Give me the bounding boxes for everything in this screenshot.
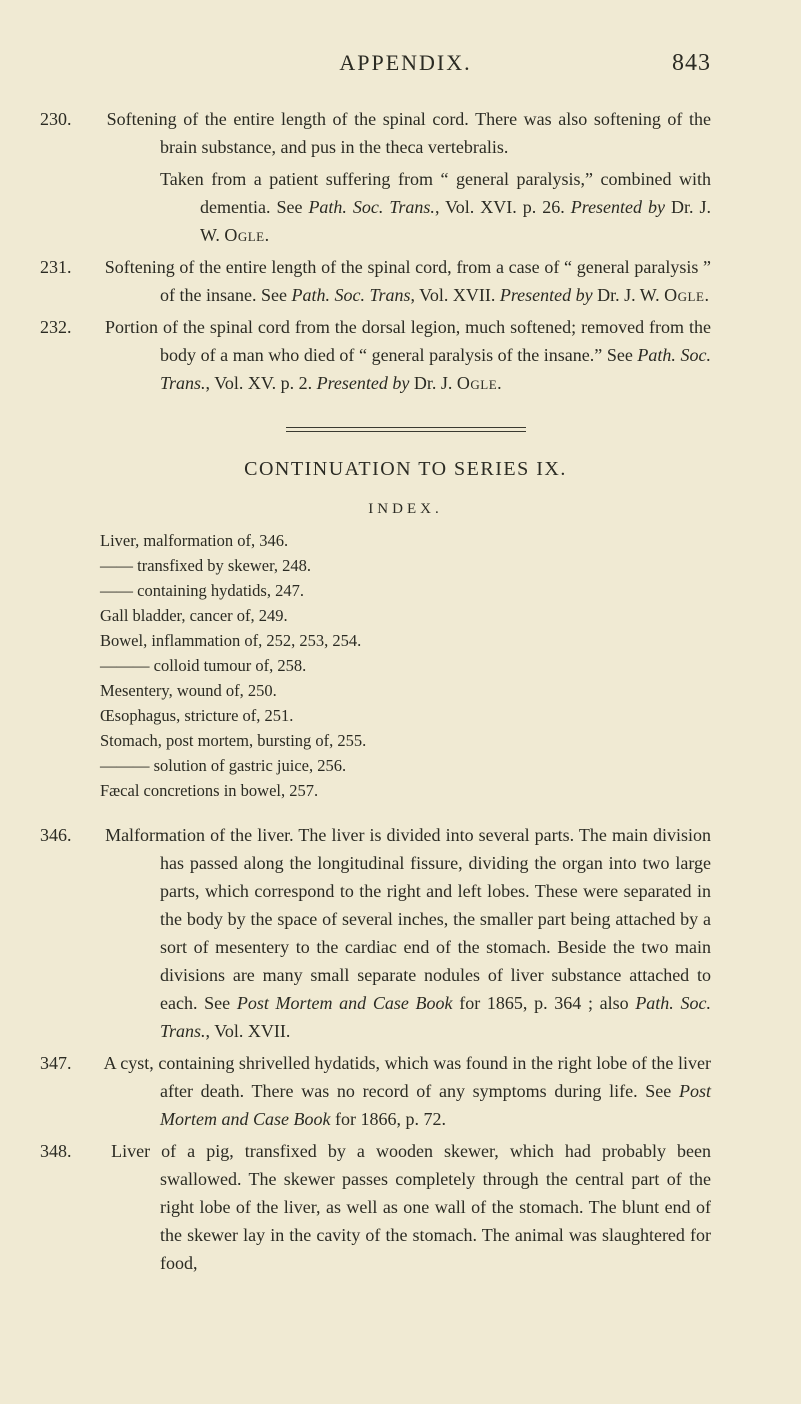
- entry-346: 346. Malformation of the liver. The live…: [100, 821, 711, 1045]
- index-line: Liver, malformation of, 346.: [100, 528, 711, 553]
- top-entries: 230. Softening of the entire length of t…: [100, 105, 711, 397]
- index-line: ——— colloid tumour of, 258.: [100, 653, 711, 678]
- entry-body: Portion of the spinal cord from the dors…: [105, 317, 711, 393]
- index-line: ——— solution of gastric juice, 256.: [100, 753, 711, 778]
- entry-body: Liver of a pig, transfixed by a wooden s…: [111, 1141, 711, 1273]
- index-line: —— containing hydatids, 247.: [100, 578, 711, 603]
- entry-232: 232. Portion of the spinal cord from the…: [100, 313, 711, 397]
- running-title: APPENDIX.: [160, 50, 651, 76]
- page-number: 843: [651, 50, 711, 77]
- bottom-entries: 346. Malformation of the liver. The live…: [100, 821, 711, 1277]
- entry-body: Malformation of the liver. The liver is …: [105, 825, 711, 1041]
- entry-body: Softening of the entire length of the sp…: [107, 109, 711, 157]
- entry-body: A cyst, containing shrivelled hydatids, …: [104, 1053, 711, 1129]
- index-line: Œsophagus, stricture of, 251.: [100, 703, 711, 728]
- page-content: APPENDIX. 843 230. Softening of the enti…: [100, 50, 711, 1281]
- entry-sub-body: Taken from a patient suffering from “ ge…: [160, 169, 711, 245]
- index-line: —— transfixed by skewer, 248.: [100, 553, 711, 578]
- index-line: Fæcal concretions in bowel, 257.: [100, 778, 711, 803]
- continuation-heading: CONTINUATION TO SERIES IX.: [100, 458, 711, 481]
- entry-230-sub: Taken from a patient suffering from “ ge…: [100, 165, 711, 249]
- entry-230: 230. Softening of the entire length of t…: [100, 105, 711, 161]
- entry-348: 348. Liver of a pig, transfixed by a woo…: [100, 1137, 711, 1277]
- index-heading: INDEX.: [100, 501, 711, 518]
- index-line: Bowel, inflammation of, 252, 253, 254.: [100, 628, 711, 653]
- running-head: APPENDIX. 843: [100, 50, 711, 77]
- index-block: Liver, malformation of, 346. —— transfix…: [100, 528, 711, 803]
- index-line: Mesentery, wound of, 250.: [100, 678, 711, 703]
- index-line: Stomach, post mortem, bursting of, 255.: [100, 728, 711, 753]
- entry-body: Softening of the entire length of the sp…: [105, 257, 711, 305]
- entry-231: 231. Softening of the entire length of t…: [100, 253, 711, 309]
- section-rule: [286, 427, 526, 432]
- entry-347: 347. A cyst, containing shrivelled hydat…: [100, 1049, 711, 1133]
- index-line: Gall bladder, cancer of, 249.: [100, 603, 711, 628]
